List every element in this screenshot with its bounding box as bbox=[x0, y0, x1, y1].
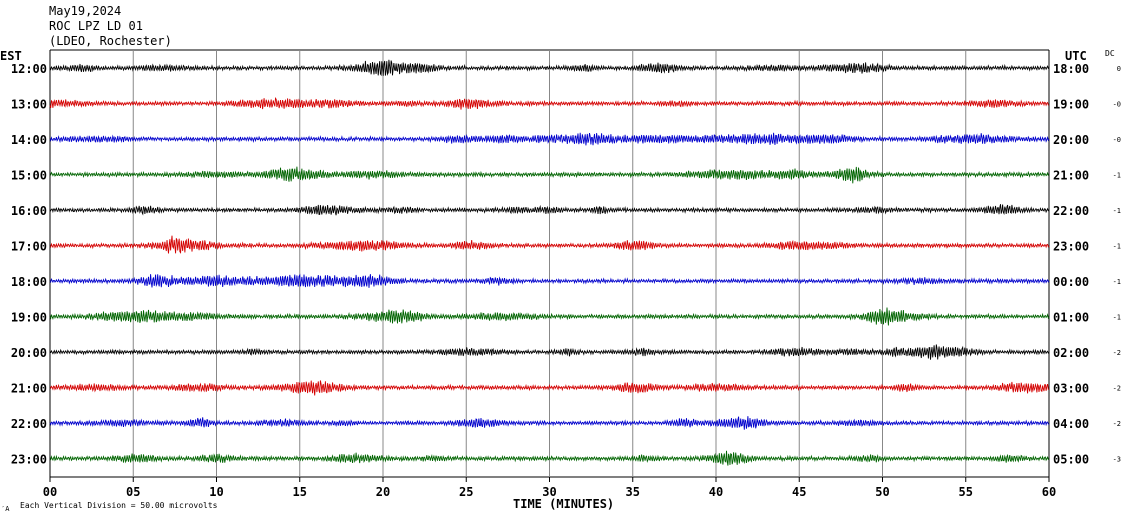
est-hour-label: 15:00 bbox=[11, 169, 47, 183]
seismic-trace-1700 bbox=[49, 235, 1050, 254]
dc-offset-label: -1 bbox=[1113, 314, 1121, 322]
dc-offset-label: -2 bbox=[1113, 349, 1121, 357]
est-hour-label: 18:00 bbox=[11, 275, 47, 289]
dc-offset-label: 0 bbox=[1117, 65, 1121, 73]
x-tick-label: 20 bbox=[376, 485, 390, 499]
utc-hour-label: 01:00 bbox=[1053, 311, 1089, 325]
utc-hour-label: 22:00 bbox=[1053, 204, 1089, 218]
utc-label: UTC bbox=[1065, 49, 1087, 63]
x-tick-label: 15 bbox=[293, 485, 307, 499]
utc-hour-label: 18:00 bbox=[1053, 62, 1089, 76]
utc-hour-label: 21:00 bbox=[1053, 169, 1089, 183]
utc-hour-label: 03:00 bbox=[1053, 382, 1089, 396]
date-label: May19,2024 bbox=[49, 4, 122, 18]
dc-offset-label: -2 bbox=[1113, 385, 1121, 393]
x-tick-label: 45 bbox=[792, 485, 806, 499]
dc-offset-label: -1 bbox=[1113, 278, 1121, 286]
x-axis-title: TIME (MINUTES) bbox=[513, 497, 614, 511]
seismic-trace-1300 bbox=[49, 97, 1050, 110]
utc-hour-label: 02:00 bbox=[1053, 346, 1089, 360]
est-hour-label: 19:00 bbox=[11, 311, 47, 325]
dc-offset-label: -3 bbox=[1113, 456, 1121, 464]
dc-offset-label: -1 bbox=[1113, 207, 1121, 215]
utc-hour-label: 04:00 bbox=[1053, 417, 1089, 431]
seismic-trace-1600 bbox=[49, 204, 1050, 216]
est-hour-label: 12:00 bbox=[11, 62, 47, 76]
est-hour-label: 16:00 bbox=[11, 204, 47, 218]
est-hour-label: 17:00 bbox=[11, 240, 47, 254]
seismic-trace-2200 bbox=[49, 416, 1050, 430]
seismic-trace-1200 bbox=[49, 59, 1049, 77]
x-tick-label: 25 bbox=[459, 485, 473, 499]
seismic-trace-1900 bbox=[49, 307, 1050, 326]
corner-mark: ′A bbox=[1, 505, 10, 513]
x-tick-label: 40 bbox=[709, 485, 723, 499]
station-label: ROC LPZ LD 01 bbox=[49, 19, 143, 33]
seismic-trace-1500 bbox=[49, 166, 1049, 184]
utc-hour-label: 00:00 bbox=[1053, 275, 1089, 289]
est-hour-label: 13:00 bbox=[11, 98, 47, 112]
dc-offset-label: -1 bbox=[1113, 172, 1121, 180]
dc-offset-label: -2 bbox=[1113, 420, 1121, 428]
est-hour-label: 22:00 bbox=[11, 417, 47, 431]
est-hour-label: 14:00 bbox=[11, 133, 47, 147]
x-tick-label: 10 bbox=[209, 485, 223, 499]
dc-offset-label: -0 bbox=[1113, 136, 1121, 144]
x-tick-label: 50 bbox=[875, 485, 889, 499]
scale-note: Each Vertical Division = 50.00 microvolt… bbox=[20, 501, 218, 510]
x-tick-label: 35 bbox=[626, 485, 640, 499]
utc-hour-label: 20:00 bbox=[1053, 133, 1089, 147]
x-tick-label: 60 bbox=[1042, 485, 1056, 499]
network-label: (LDEO, Rochester) bbox=[49, 34, 172, 48]
trace-group bbox=[49, 59, 1050, 466]
est-label: EST bbox=[0, 49, 22, 63]
utc-hour-label: 05:00 bbox=[1053, 453, 1089, 467]
dc-label: DC bbox=[1105, 49, 1115, 58]
x-tick-label: 00 bbox=[43, 485, 57, 499]
est-hour-label: 21:00 bbox=[11, 382, 47, 396]
x-tick-label: 30 bbox=[542, 485, 556, 499]
x-tick-label: 55 bbox=[959, 485, 973, 499]
seismic-trace-1800 bbox=[49, 273, 1050, 288]
dc-offset-label: -0 bbox=[1113, 101, 1121, 109]
seismic-trace-1400 bbox=[49, 132, 1050, 146]
dc-offset-label: -1 bbox=[1113, 243, 1121, 251]
est-hour-label: 23:00 bbox=[11, 453, 47, 467]
seismic-trace-2300 bbox=[49, 450, 1050, 466]
label-group: 00 05 10 15 20 25 30 35 40 45 50 55 60 12:00 18:00 0 13:… bbox=[11, 62, 1121, 499]
seismic-trace-2100 bbox=[49, 380, 1049, 396]
utc-hour-label: 23:00 bbox=[1053, 240, 1089, 254]
seismic-trace-2000 bbox=[49, 344, 1050, 360]
est-hour-label: 20:00 bbox=[11, 346, 47, 360]
chart-grid bbox=[49, 49, 1050, 482]
x-tick-label: 05 bbox=[126, 485, 140, 499]
utc-hour-label: 19:00 bbox=[1053, 98, 1089, 112]
